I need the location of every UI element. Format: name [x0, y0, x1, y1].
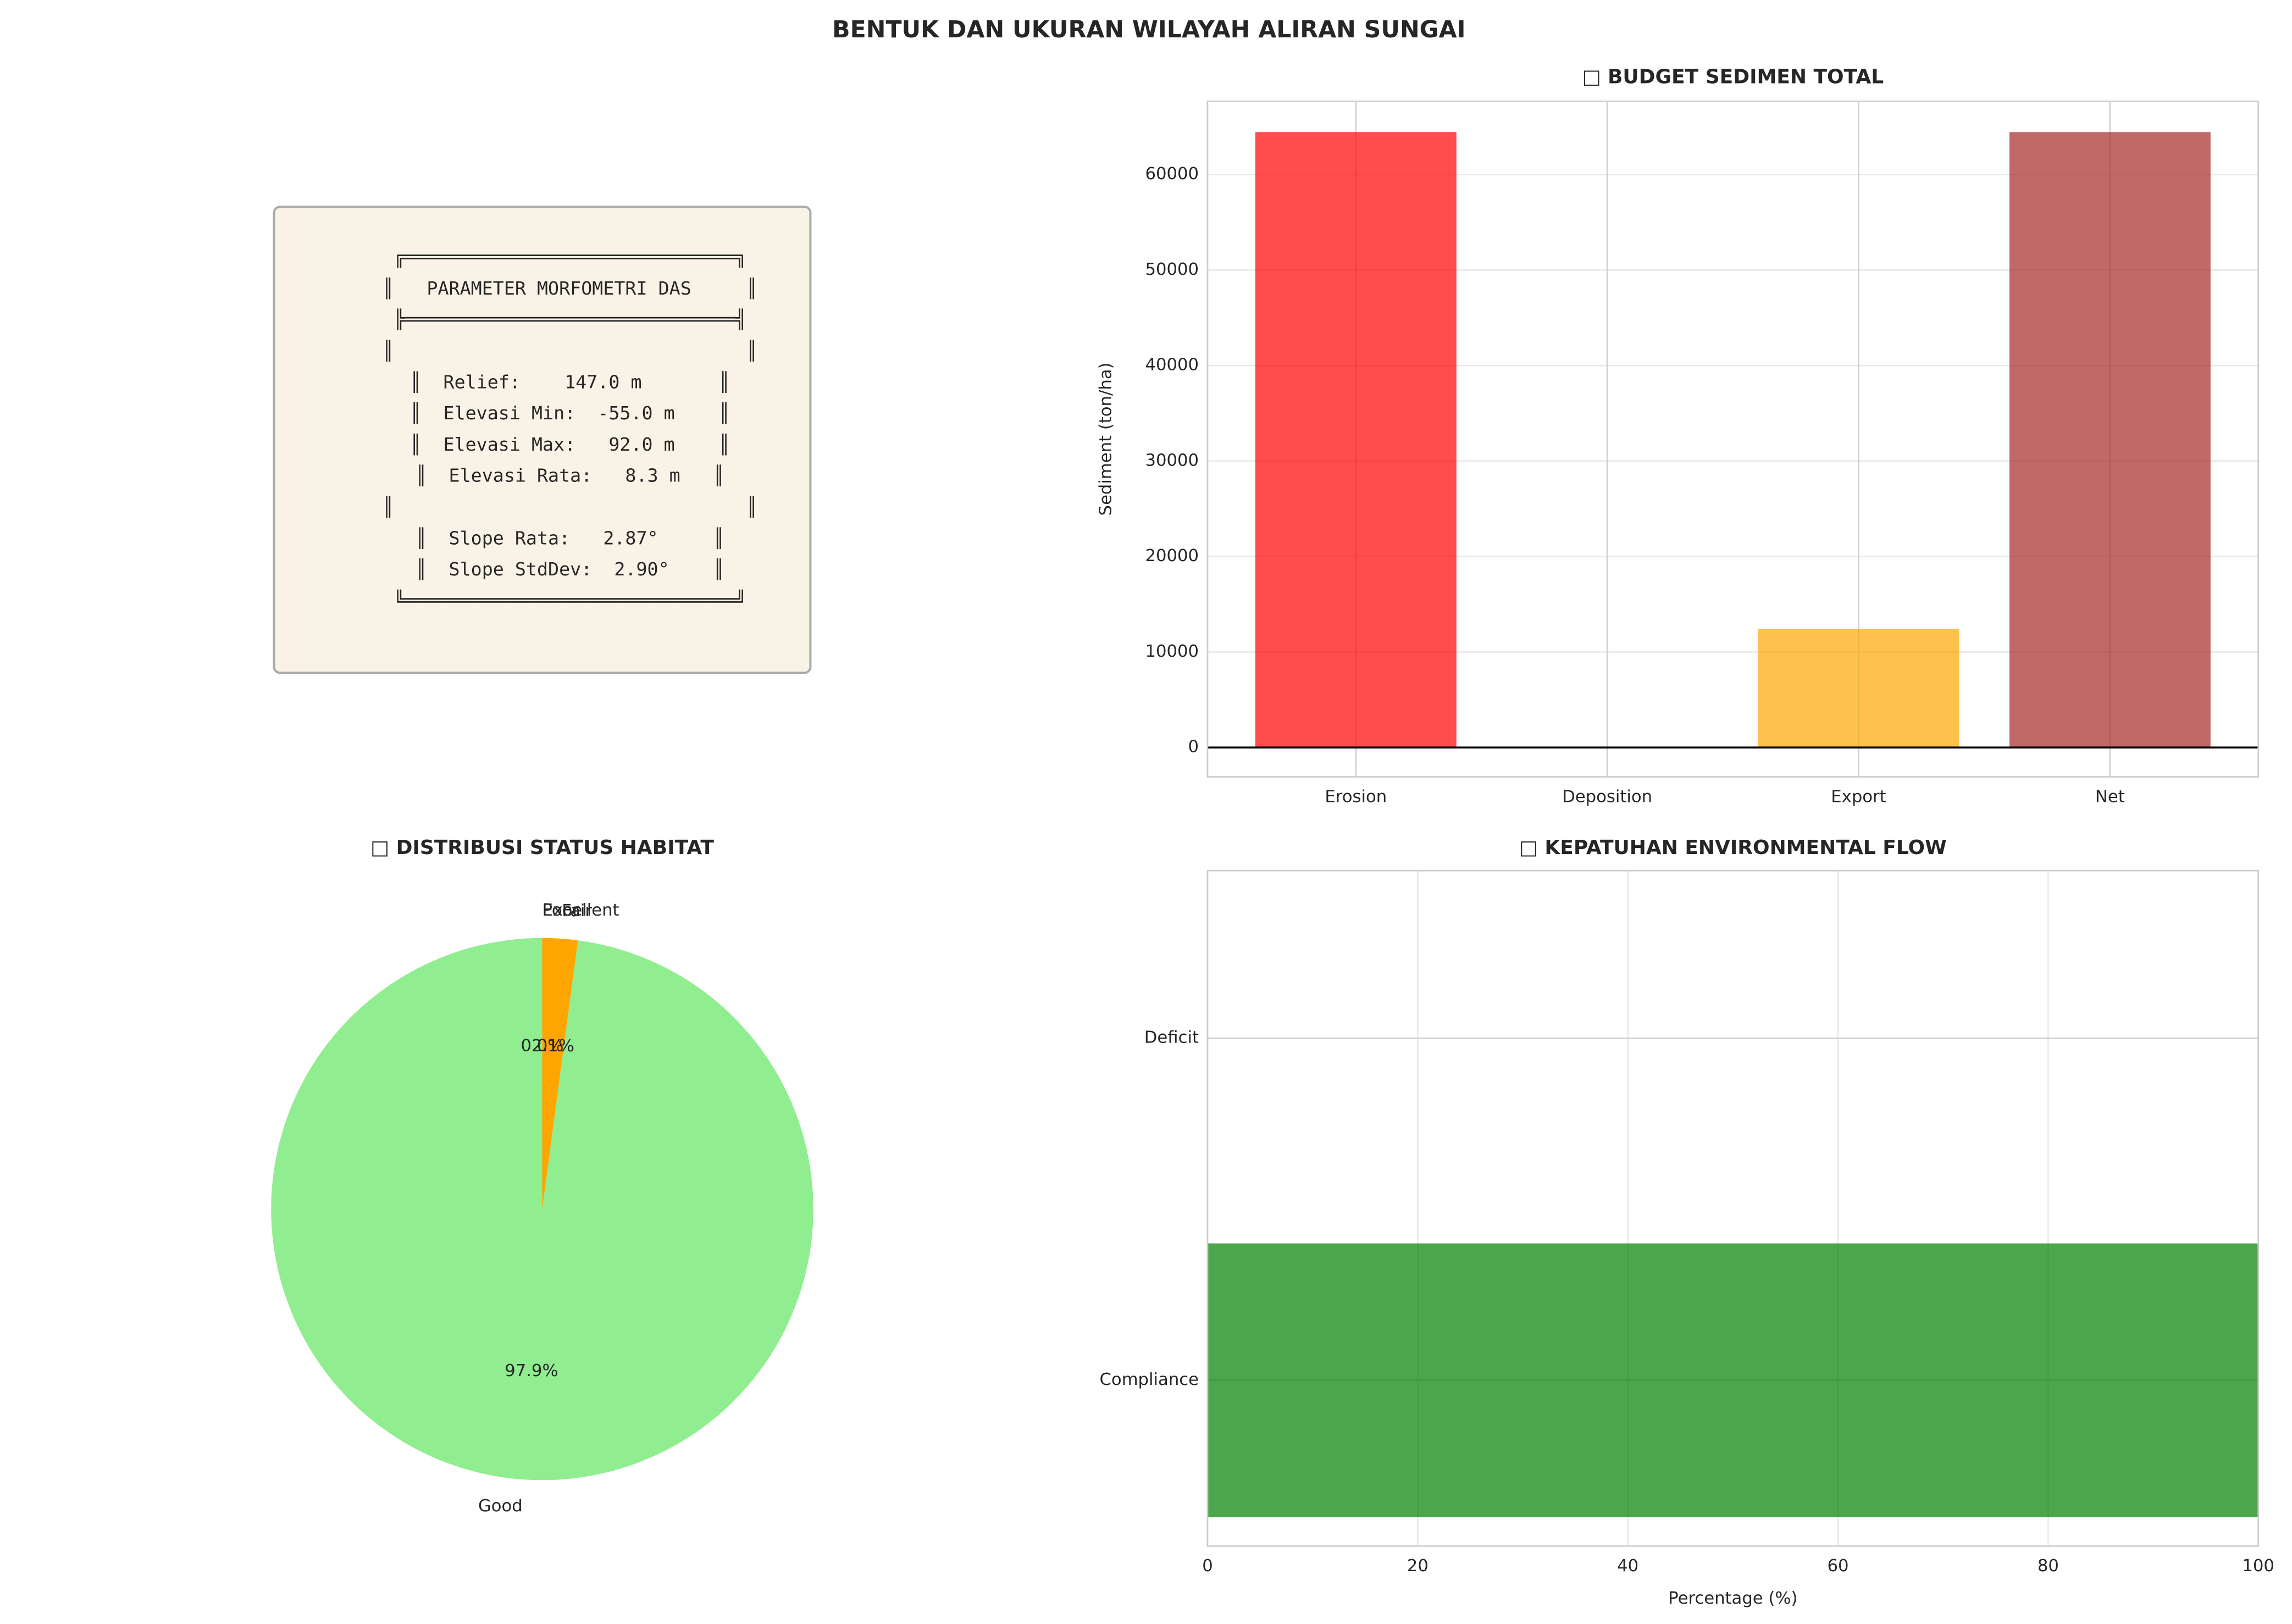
pie-label: Excellent	[542, 901, 619, 920]
pie-label: Poor	[542, 901, 580, 920]
panel-line: ║ Relief: 147.0 m ║	[410, 370, 730, 393]
bar	[1255, 132, 1457, 748]
panel-line: ╔══════════════════════════════╗	[394, 246, 746, 268]
panel-line: ║ ║	[383, 340, 757, 362]
y-tick-label: 0	[1188, 738, 1199, 757]
chart-title: □ KEPATUHAN ENVIRONMENTAL FLOW	[1519, 836, 1947, 859]
x-tick-label: 20	[1407, 1556, 1429, 1576]
y-tick-label: 40000	[1145, 356, 1199, 375]
x-tick-label: 80	[2038, 1556, 2059, 1576]
x-tick-label: 0	[1202, 1556, 1213, 1576]
panel-line: ║ Slope Rata: 2.87° ║	[416, 526, 724, 549]
pie-wedge	[271, 938, 813, 1481]
pie-label: Good	[478, 1496, 523, 1516]
y-tick-label: 20000	[1145, 546, 1199, 566]
x-tick-label: Export	[1831, 787, 1886, 806]
x-tick-label: 100	[2242, 1556, 2274, 1576]
bar	[2009, 132, 2211, 748]
bar	[1207, 1243, 2258, 1517]
panel-line: ║ Elevasi Rata: 8.3 m ║	[416, 464, 724, 487]
bar	[1758, 629, 1959, 748]
chart-title: □ DISTRIBUSI STATUS HABITAT	[370, 836, 714, 859]
x-tick-label: 60	[1827, 1556, 1848, 1576]
y-tick-label: 30000	[1145, 451, 1199, 470]
panel-line: ║ Elevasi Min: -55.0 m ║	[410, 402, 730, 424]
x-tick-label: Deposition	[1562, 787, 1652, 806]
panel-line: ║ ║	[383, 495, 757, 518]
panel-line: ║ PARAMETER MORFOMETRI DAS ║	[383, 277, 757, 300]
text-panel	[273, 206, 812, 674]
panel-line: ╠══════════════════════════════╣	[394, 308, 746, 331]
chart-title: □ BUDGET SEDIMEN TOTAL	[1582, 66, 1884, 88]
y-axis-label: Sediment (ton/ha)	[1097, 362, 1116, 516]
pie-pct-label: 0.0%	[521, 1037, 564, 1056]
pie-label: Fair	[562, 901, 592, 921]
y-tick-label: Compliance	[1100, 1370, 1199, 1389]
y-tick-label: Deficit	[1144, 1028, 1199, 1047]
x-tick-label: 40	[1617, 1556, 1638, 1576]
x-tick-label: Erosion	[1325, 787, 1387, 806]
main-title: BENTUK DAN UKURAN WILAYAH ALIRAN SUNGAI	[832, 16, 1465, 43]
y-tick-label: 10000	[1145, 642, 1199, 661]
panel-line: ╚══════════════════════════════╝	[394, 589, 746, 611]
axes-frame	[1206, 869, 2260, 1547]
axes-frame	[1206, 101, 2260, 778]
x-axis-label: Percentage (%)	[1668, 1589, 1797, 1608]
x-tick-label: Net	[2095, 787, 2125, 806]
panel-line: ║ Elevasi Max: 92.0 m ║	[410, 433, 730, 456]
panel-line: ║ Slope StdDev: 2.90° ║	[416, 558, 724, 580]
y-tick-label: 50000	[1145, 260, 1199, 279]
pie-wedge	[542, 938, 578, 1210]
pie-pct-label: 2.1%	[532, 1037, 574, 1056]
pie-pct-label: 97.9%	[505, 1361, 558, 1381]
y-tick-label: 60000	[1145, 164, 1199, 184]
